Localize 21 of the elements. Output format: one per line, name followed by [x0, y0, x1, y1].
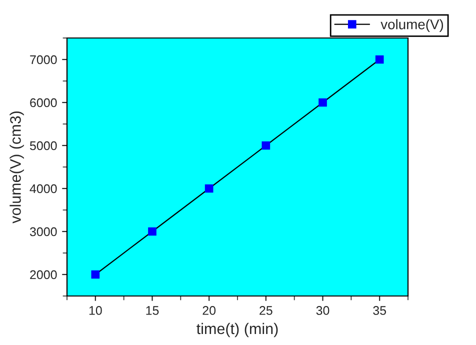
x-tick-label: 30	[316, 306, 330, 315]
point	[148, 227, 156, 236]
y-tick-label: 4000	[30, 184, 57, 194]
point	[375, 55, 384, 64]
y-tick-label: 5000	[30, 141, 57, 150]
point	[262, 141, 270, 150]
legend-label: volume(V)	[380, 19, 444, 32]
point	[91, 270, 100, 279]
y-tick-label: 3000	[30, 227, 57, 236]
point	[204, 184, 214, 193]
y-tick-label: 6000	[30, 98, 57, 108]
x-tick-label: 15	[146, 306, 159, 315]
x-tick-label: 35	[373, 306, 386, 315]
y-axis-title: volume(V) (cm3)	[10, 111, 24, 224]
y-tick-label: 7000	[30, 55, 57, 64]
point	[318, 98, 327, 107]
x-axis-title: time(t) (min)	[196, 322, 278, 338]
y-tick-label: 2000	[30, 270, 57, 280]
x-tick-label: 20	[202, 306, 216, 315]
x-tick-label: 10	[89, 306, 102, 315]
x-tick-label: 25	[260, 306, 272, 315]
